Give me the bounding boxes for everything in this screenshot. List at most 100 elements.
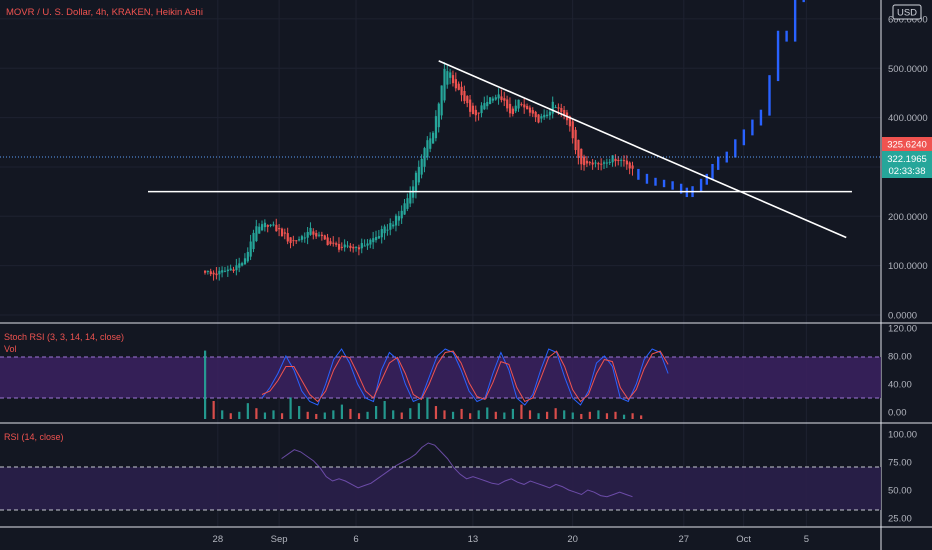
descending-trendline[interactable] bbox=[438, 60, 847, 239]
candle-body bbox=[377, 236, 381, 239]
candle-body bbox=[577, 139, 580, 158]
candle-body bbox=[309, 227, 312, 235]
volume-bar bbox=[537, 413, 540, 419]
candle-body bbox=[349, 245, 352, 249]
stoch-band bbox=[0, 357, 881, 398]
projection-bar bbox=[679, 183, 683, 194]
candle-body bbox=[357, 247, 361, 250]
candle-body bbox=[298, 239, 301, 241]
time-tick-label: 5 bbox=[804, 534, 809, 545]
grid bbox=[0, 0, 881, 527]
candle-body bbox=[432, 132, 435, 144]
projection-bar bbox=[717, 156, 720, 170]
volume-bar bbox=[280, 413, 284, 419]
volume-bar bbox=[486, 407, 489, 419]
time-tick-label: 6 bbox=[353, 534, 358, 545]
stoch-k-line bbox=[261, 348, 669, 406]
candle-body bbox=[386, 229, 389, 231]
time-scale[interactable]: 28 Sep 6 13 20 27 Oct 5 bbox=[213, 534, 809, 545]
volume-bar bbox=[571, 412, 574, 419]
candle-body bbox=[269, 224, 272, 226]
candle-body bbox=[243, 258, 247, 265]
last-price-label: 322.1965 bbox=[887, 154, 927, 165]
candle-body bbox=[580, 148, 583, 165]
stoch-tick-label: 40.00 bbox=[888, 380, 912, 391]
stoch-tick-label: 120.00 bbox=[888, 324, 917, 335]
candle-body bbox=[318, 234, 321, 236]
volume-bar bbox=[229, 413, 232, 419]
candle-body bbox=[258, 226, 261, 234]
candle-body bbox=[500, 96, 503, 100]
candle-body bbox=[323, 235, 326, 240]
candle-body bbox=[266, 224, 269, 227]
volume-bar bbox=[434, 406, 438, 419]
candle-body bbox=[454, 79, 457, 89]
volume-bar bbox=[426, 397, 429, 419]
candle-body bbox=[463, 90, 466, 102]
volume-bar bbox=[263, 412, 267, 419]
stoch-label[interactable]: Stoch RSI (3, 3, 14, 14, close) bbox=[4, 332, 124, 342]
candle-body bbox=[312, 231, 315, 235]
volume-bar bbox=[306, 411, 309, 419]
candle-body bbox=[471, 105, 475, 115]
rsi-tick-label: 100.00 bbox=[888, 430, 917, 441]
candle-body bbox=[346, 245, 349, 247]
candle-body bbox=[537, 114, 540, 123]
candle-body bbox=[526, 105, 529, 110]
candle-body bbox=[375, 236, 378, 241]
volume-bar bbox=[289, 397, 292, 419]
candle-body bbox=[625, 160, 628, 165]
candle-body bbox=[477, 112, 480, 114]
symbol-title: MOVR / U. S. Dollar, 4h, KRAKEN, Heikin … bbox=[6, 7, 203, 18]
volume-bar bbox=[597, 410, 600, 419]
candle-body bbox=[366, 243, 369, 246]
projection-bar bbox=[711, 163, 714, 180]
rsi-tick-label: 25.00 bbox=[888, 514, 912, 525]
candle-body bbox=[491, 98, 495, 101]
stoch-d-line bbox=[261, 350, 669, 403]
currency-label: USD bbox=[897, 8, 917, 19]
time-tick-label: Oct bbox=[736, 534, 751, 545]
projection-bar bbox=[699, 178, 703, 193]
volume-bar bbox=[477, 410, 480, 419]
stoch-tick-label: 0.00 bbox=[888, 408, 907, 419]
rsi-label[interactable]: RSI (14, close) bbox=[4, 432, 64, 442]
drawing-annotations[interactable] bbox=[148, 60, 852, 239]
candle-body bbox=[340, 246, 343, 248]
price-tick-label: 0.0000 bbox=[888, 311, 917, 322]
candle-body bbox=[414, 172, 418, 193]
volume-bar bbox=[460, 408, 463, 419]
volume-bar bbox=[563, 410, 566, 419]
volume-bar bbox=[417, 403, 420, 419]
candle-body bbox=[517, 99, 520, 109]
vol-label[interactable]: Vol bbox=[4, 344, 17, 354]
candle-body bbox=[363, 245, 366, 247]
volume-bar bbox=[503, 412, 506, 419]
volume-bar bbox=[375, 406, 378, 419]
candle-body bbox=[223, 270, 227, 272]
candle-body bbox=[315, 233, 318, 237]
candle-body bbox=[306, 231, 309, 238]
volume-bar bbox=[221, 410, 224, 419]
projection-bar bbox=[802, 0, 805, 3]
candle-body bbox=[352, 246, 355, 249]
rsi-tick-label: 50.00 bbox=[888, 486, 912, 497]
candle-body bbox=[397, 216, 400, 221]
candle-body bbox=[218, 270, 221, 275]
candle-body bbox=[514, 105, 517, 112]
candle-body bbox=[591, 162, 594, 165]
volume-bar bbox=[204, 350, 207, 419]
candle-body bbox=[489, 97, 492, 105]
volume-bar bbox=[554, 408, 557, 419]
candle-body bbox=[246, 251, 249, 262]
rsi-series-line bbox=[281, 442, 633, 498]
volume-bar bbox=[340, 404, 343, 419]
candle-body bbox=[434, 116, 438, 139]
volume-bar bbox=[323, 412, 326, 419]
candle-body bbox=[417, 166, 420, 183]
candle-body bbox=[335, 243, 338, 245]
candle-body bbox=[355, 246, 358, 248]
time-tick-label: Sep bbox=[271, 534, 288, 545]
currency-badge[interactable] bbox=[892, 4, 922, 20]
